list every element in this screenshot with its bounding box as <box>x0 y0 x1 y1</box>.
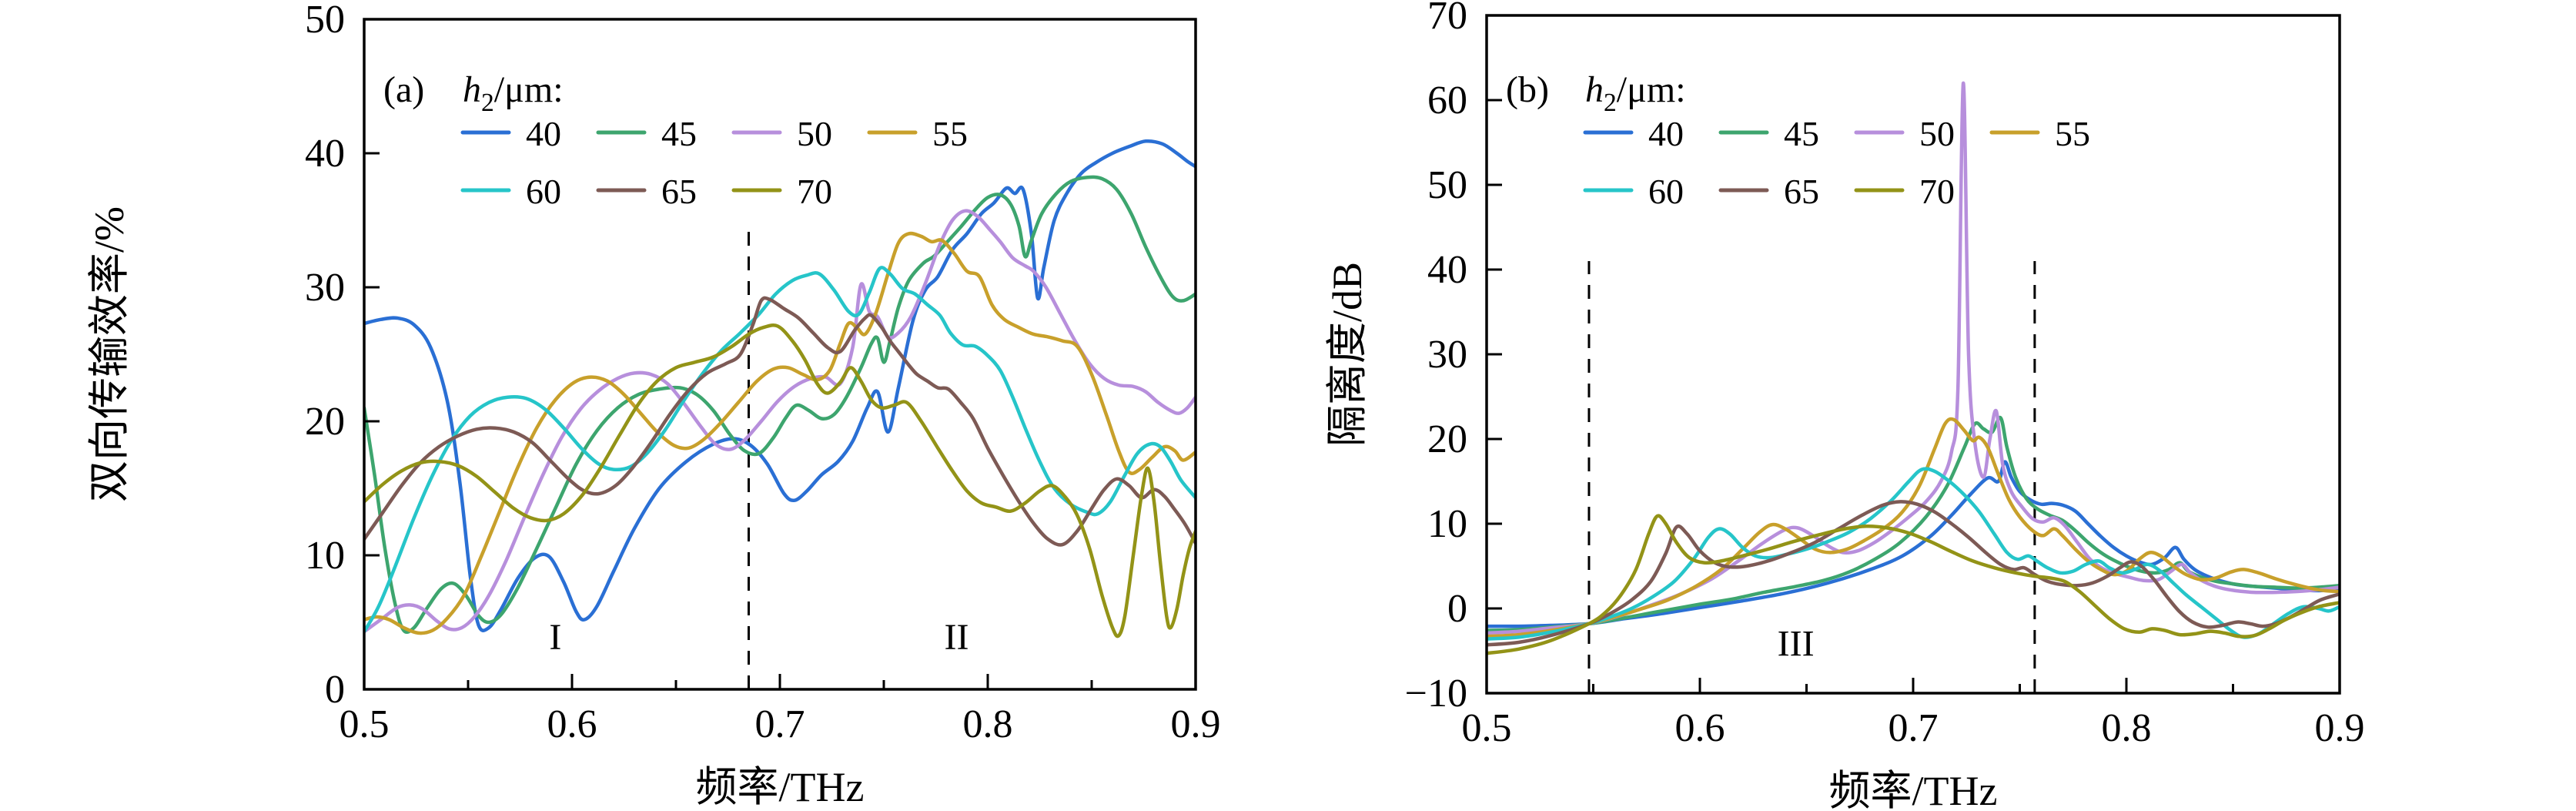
x-tick-label: 0.9 <box>2315 706 2365 750</box>
y-tick-label: 0 <box>1447 587 1467 631</box>
x-tick-label: 0.8 <box>963 702 1013 746</box>
x-tick-label: 0.7 <box>755 702 805 746</box>
panel-a-plot-border <box>363 18 1197 691</box>
x-tick-label: 0.5 <box>340 702 390 746</box>
panel-b-plot-border <box>1485 14 2341 695</box>
panel-b-legend-title: h2/μm: <box>1585 69 1686 117</box>
panel-b-label: (b) <box>1506 69 1549 110</box>
x-tick-label: 0.9 <box>1171 702 1221 746</box>
panel-a-curves <box>364 139 1196 638</box>
y-tick-label: 40 <box>1427 248 1467 292</box>
y-tick-label: 20 <box>305 400 345 444</box>
panel-a-curve-60 <box>364 266 1196 634</box>
y-tick-label: 60 <box>1427 79 1467 122</box>
panel-b-curves <box>1487 81 2340 655</box>
x-tick-label: 0.7 <box>1889 706 1939 750</box>
panel-a-curve-45 <box>364 175 1196 634</box>
legend-label-70: 70 <box>797 172 832 211</box>
legend-label-55: 55 <box>2055 114 2090 153</box>
panel-a-curve-40 <box>364 139 1196 632</box>
legend-label-65: 65 <box>661 172 697 211</box>
panel-b-curve-45 <box>1487 416 2340 632</box>
y-tick-label: −10 <box>1405 672 1467 715</box>
panel-a-legend-title: h2/μm: <box>463 69 564 117</box>
y-tick-label: 30 <box>305 266 345 310</box>
y-tick-label: 0 <box>325 668 345 712</box>
panel-b: 0.5 0.6 0.7 0.8 0.9 −10 0 10 20 30 40 50 60 70 频率/THz 隔… <box>1324 0 2365 811</box>
legend-label-50: 50 <box>1919 114 1955 153</box>
y-tick-label: 50 <box>1427 163 1467 207</box>
y-tick-label: 10 <box>1427 502 1467 546</box>
legend-label-40: 40 <box>526 114 561 153</box>
x-tick-label: 0.8 <box>2102 706 2152 750</box>
x-tick-label: 0.6 <box>547 702 597 746</box>
legend-label-50: 50 <box>797 114 832 153</box>
panel-a-curve-50 <box>364 209 1196 634</box>
legend-label-60: 60 <box>1648 172 1684 211</box>
x-tick-label: 0.6 <box>1675 706 1725 750</box>
panel-a-curve-65 <box>364 296 1196 547</box>
panel-a: 0.5 0.6 0.7 0.8 0.9 0 10 20 30 40 50 频率/THz 双向传输效率/%… <box>86 0 1221 810</box>
y-tick-label: 20 <box>1427 417 1467 461</box>
panel-b-curve-60 <box>1487 467 2340 641</box>
legend-label-70: 70 <box>1919 172 1955 211</box>
y-tick-label: 40 <box>305 132 345 176</box>
panel-b-region-label-III: III <box>1778 624 1815 665</box>
y-tick-label: 50 <box>305 0 345 42</box>
panel-b-curve-40 <box>1487 460 2340 628</box>
panel-a-region-label-II: II <box>945 617 969 658</box>
legend-label-45: 45 <box>1784 114 1819 153</box>
legend-label-40: 40 <box>1648 114 1684 153</box>
panel-a-curve-70 <box>364 323 1196 638</box>
panel-b-curve-65 <box>1487 500 2340 647</box>
legend-label-55: 55 <box>932 114 968 153</box>
panel-b-x-axis-title: 频率/THz <box>1829 768 1998 811</box>
panel-a-label: (a) <box>383 69 424 110</box>
panel-b-y-axis-title: 隔离度/dB <box>1324 262 1370 447</box>
legend-label-45: 45 <box>661 114 697 153</box>
panel-a-curve-55 <box>364 231 1196 635</box>
y-tick-label: 10 <box>305 534 345 578</box>
panel-a-region-label-I: I <box>549 617 561 658</box>
panel-b-curve-70 <box>1487 514 2340 655</box>
y-tick-label: 30 <box>1427 333 1467 377</box>
legend-label-65: 65 <box>1784 172 1819 211</box>
y-tick-label: 70 <box>1427 0 1467 38</box>
x-tick-label: 0.5 <box>1462 706 1512 750</box>
panel-b-curve-50 <box>1487 81 2340 635</box>
panel-a-y-axis-title: 双向传输效率/% <box>86 206 132 502</box>
legend-label-60: 60 <box>526 172 561 211</box>
panel-a-x-axis-title: 频率/THz <box>696 764 865 810</box>
